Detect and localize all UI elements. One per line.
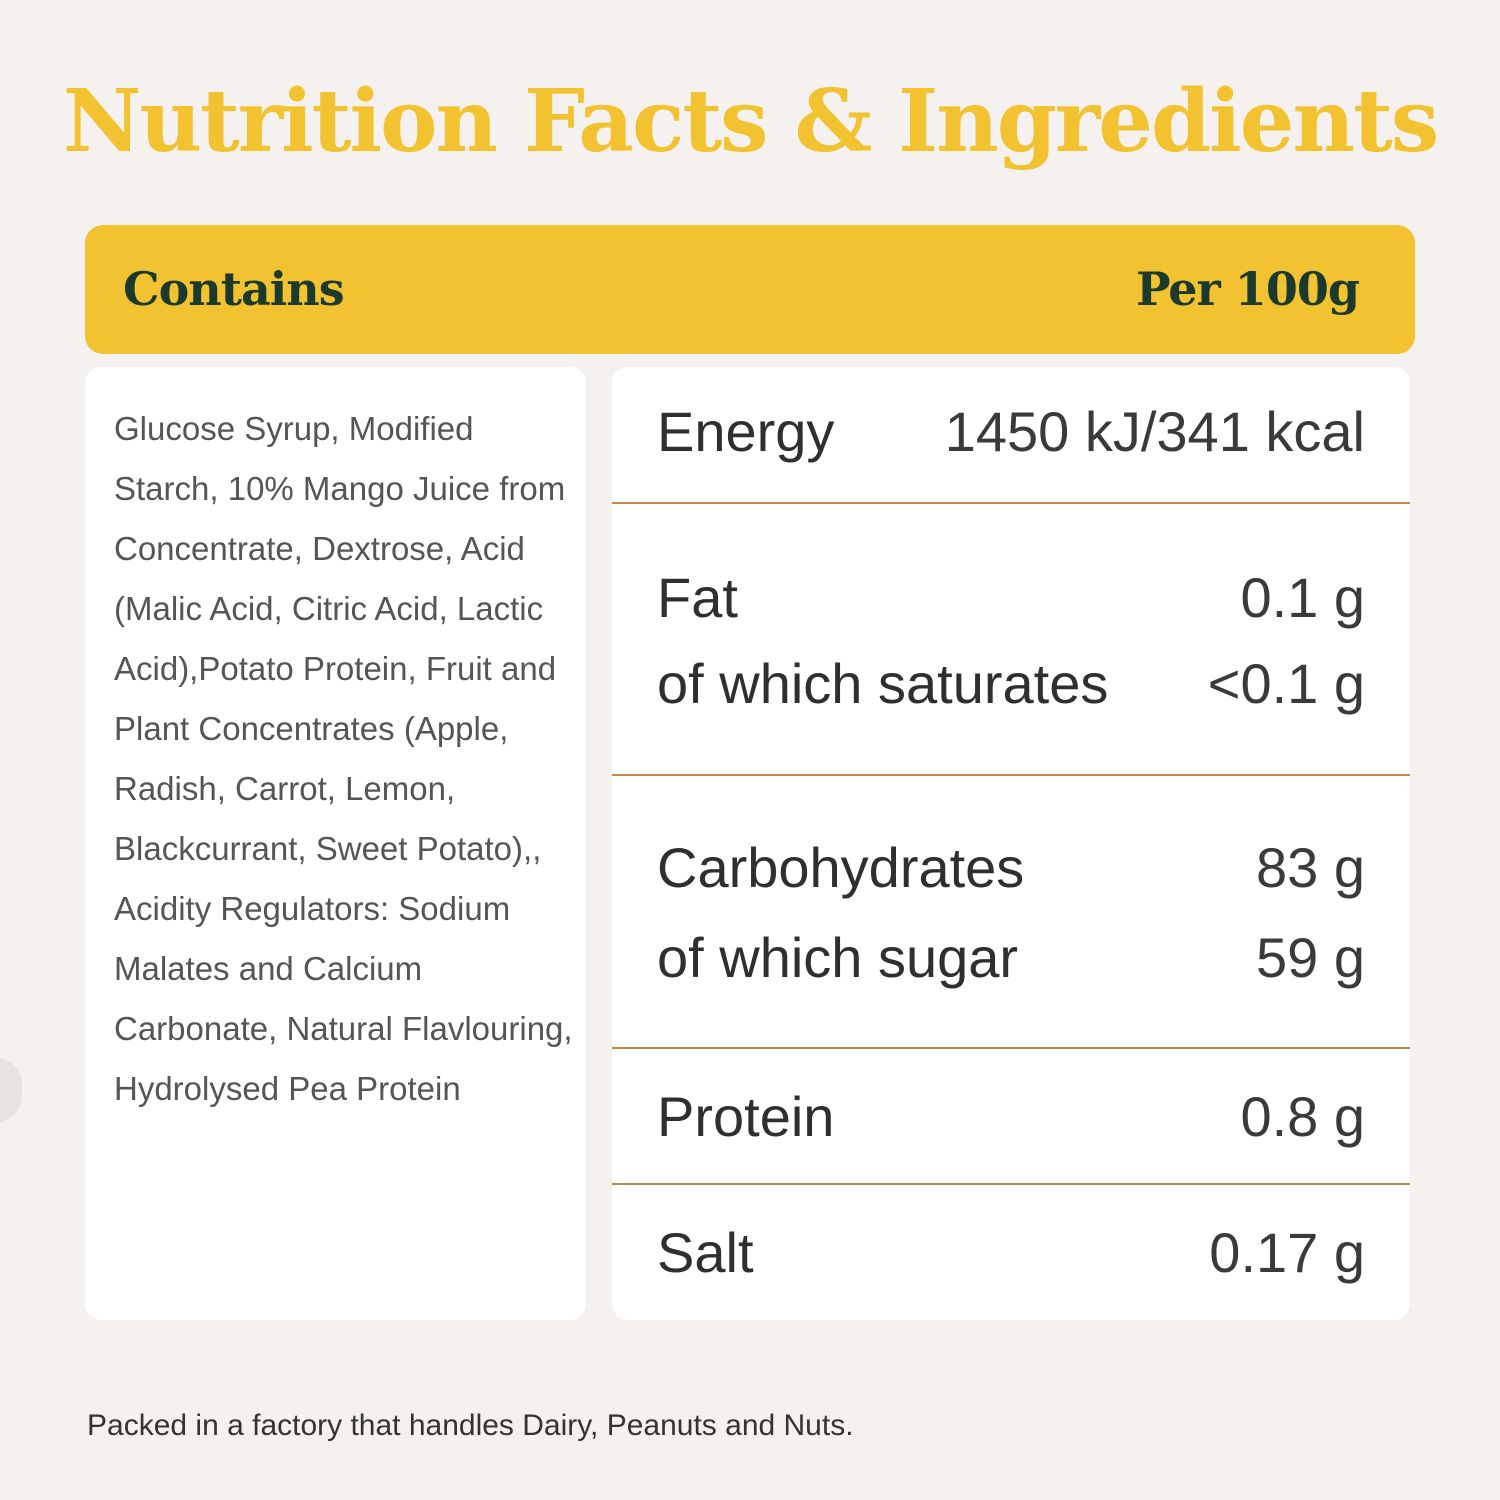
carbohydrates-value: 83 g (1256, 836, 1365, 899)
protein-label: Protein (657, 1085, 835, 1148)
salt-value: 0.17 g (1209, 1221, 1365, 1284)
row-divider (612, 1047, 1410, 1049)
sugar-label: of which sugar (657, 926, 1019, 989)
protein-value: 0.8 g (1240, 1085, 1365, 1148)
nutrition-table: Energy 1450 kJ/341 kcal Fat 0.1 g of whi… (612, 367, 1410, 1320)
saturates-label: of which saturates (657, 652, 1109, 715)
sugar-value: 59 g (1256, 926, 1365, 989)
header-contains: Contains (123, 262, 345, 316)
fat-value: 0.1 g (1240, 566, 1365, 629)
ingredients-card: Glucose Syrup, Modified Starch, 10% Mang… (85, 367, 586, 1320)
row-divider (612, 1183, 1410, 1185)
salt-label: Salt (657, 1221, 754, 1284)
fat-label: Fat (657, 566, 738, 629)
row-divider (612, 502, 1410, 504)
side-scroll-tab[interactable] (0, 1058, 22, 1122)
energy-label: Energy (657, 400, 835, 463)
allergen-footnote: Packed in a factory that handles Dairy, … (87, 1409, 854, 1442)
page-title: Nutrition Facts & Ingredients (62, 71, 1439, 172)
header-per-100g: Per 100g (1135, 262, 1360, 316)
saturates-value: <0.1 g (1207, 652, 1365, 715)
carbohydrates-label: Carbohydrates (657, 836, 1025, 899)
table-header-bar: Contains Per 100g (85, 225, 1415, 354)
row-divider (612, 774, 1410, 776)
energy-value: 1450 kJ/341 kcal (944, 400, 1365, 463)
ingredients-list: Glucose Syrup, Modified Starch, 10% Mang… (114, 410, 573, 1107)
